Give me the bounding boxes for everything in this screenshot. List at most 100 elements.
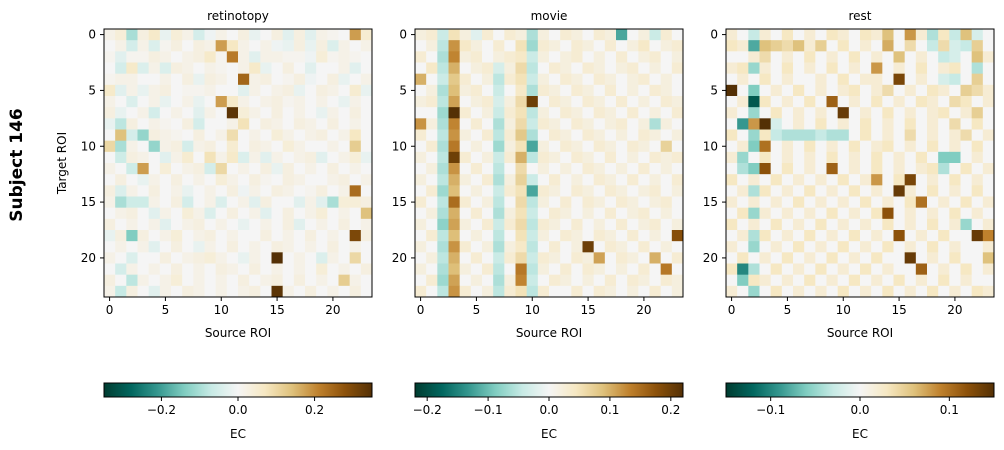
- heatmap-cell: [781, 107, 794, 119]
- heatmap-cell: [616, 129, 628, 142]
- heatmap-cell: [327, 40, 339, 52]
- heatmap-cell: [737, 241, 749, 253]
- heatmap-cell: [927, 274, 939, 287]
- heatmap-cell: [748, 51, 760, 63]
- heatmap-cell: [649, 96, 662, 108]
- heatmap-cell: [148, 40, 161, 52]
- heatmap-cell: [837, 73, 850, 86]
- heatmap-cell: [748, 129, 760, 142]
- heatmap-cell: [759, 73, 772, 86]
- heatmap-cell: [604, 163, 617, 175]
- heatmap-cell: [437, 207, 449, 220]
- heatmap-cell: [549, 285, 561, 298]
- heatmap-cell: [193, 73, 205, 86]
- heatmap-cell: [415, 163, 427, 175]
- heatmap-cell: [437, 40, 449, 52]
- heatmap-cell: [837, 274, 850, 287]
- heatmap-cell: [482, 241, 494, 253]
- heatmap-cell: [793, 196, 805, 209]
- heatmap-cell: [360, 84, 373, 97]
- heatmap-cell: [882, 218, 894, 231]
- heatmap-cell: [504, 51, 516, 63]
- heatmap-cell: [737, 185, 749, 197]
- heatmap-cell: [582, 174, 595, 186]
- x-tick-label: 10: [836, 303, 851, 317]
- heatmap-cell: [515, 129, 528, 142]
- heatmap-cell: [327, 129, 339, 142]
- heatmap-cell: [649, 107, 662, 119]
- heatmap-cell: [915, 185, 928, 197]
- heatmap-cell: [971, 118, 984, 130]
- heatmap-cell: [415, 140, 427, 153]
- heatmap-cell: [415, 129, 427, 142]
- heatmap-cell: [526, 218, 539, 231]
- heatmap-cell: [327, 62, 339, 75]
- heatmap-cell: [660, 241, 673, 253]
- heatmap-cell: [115, 118, 127, 130]
- heatmap-cell: [426, 40, 438, 52]
- heatmap-cell: [426, 129, 438, 142]
- heatmap-cell: [927, 218, 939, 231]
- heatmap-cell: [226, 96, 239, 108]
- heatmap-cell: [459, 51, 472, 63]
- heatmap-cell: [226, 129, 239, 142]
- heatmap-cell: [893, 263, 906, 276]
- heatmap-cell: [671, 118, 684, 130]
- heatmap-cell: [571, 185, 583, 197]
- x-tick-label: 5: [162, 303, 170, 317]
- heatmap-cell: [837, 241, 850, 253]
- heatmap-cell: [815, 73, 827, 86]
- heatmap-cell: [804, 73, 816, 86]
- heatmap-cell: [649, 73, 662, 86]
- heatmap-cell: [316, 96, 328, 108]
- heatmap-cell: [137, 241, 150, 253]
- heatmap-cell: [126, 96, 138, 108]
- heatmap-cell: [504, 263, 516, 276]
- heatmap-cell: [316, 118, 328, 130]
- heatmap-cell: [871, 230, 883, 242]
- heatmap-cell: [593, 62, 606, 75]
- heatmap-cell: [349, 241, 362, 253]
- heatmap-cell: [971, 230, 984, 242]
- heatmap-cell: [960, 252, 973, 264]
- heatmap-cell: [915, 73, 928, 86]
- heatmap-cell: [137, 207, 150, 220]
- heatmap-cell: [316, 274, 328, 287]
- heatmap-cell: [338, 96, 351, 108]
- heatmap-cell: [515, 196, 528, 209]
- x-tick-label: 20: [947, 303, 962, 317]
- heatmap-cell: [871, 174, 883, 186]
- heatmap-cell: [182, 107, 194, 119]
- heatmap-cell: [748, 73, 760, 86]
- heatmap-cell: [549, 241, 561, 253]
- heatmap-cell: [671, 73, 684, 86]
- heatmap-cell: [737, 140, 749, 153]
- heatmap-cell: [593, 129, 606, 142]
- heatmap-cell: [493, 62, 505, 75]
- heatmap-cell: [616, 263, 628, 276]
- heatmap-cell: [671, 96, 684, 108]
- colorbar-label: EC: [230, 427, 246, 441]
- heatmap-cell: [159, 263, 172, 276]
- heatmap-cell: [804, 207, 816, 220]
- heatmap-cell: [748, 140, 760, 153]
- heatmap-cell: [316, 252, 328, 264]
- heatmap-cell: [327, 151, 339, 164]
- heatmap-cell: [470, 207, 483, 220]
- heatmap-cell: [171, 241, 183, 253]
- heatmap-cell: [316, 241, 328, 253]
- heatmap-cell: [159, 140, 172, 153]
- heatmap-cell: [949, 129, 961, 142]
- heatmap-cell: [305, 129, 317, 142]
- heatmap-cell: [748, 263, 760, 276]
- heatmap-cell: [815, 263, 827, 276]
- heatmap-cell: [649, 174, 662, 186]
- heatmap-cell: [305, 107, 317, 119]
- heatmap-cell: [826, 29, 839, 41]
- heatmap-cell: [260, 196, 272, 209]
- heatmap-cell: [638, 196, 650, 209]
- heatmap-cell: [781, 84, 794, 97]
- heatmap-cell: [159, 218, 172, 231]
- heatmap-cell: [305, 118, 317, 130]
- heatmap-cell: [459, 73, 472, 86]
